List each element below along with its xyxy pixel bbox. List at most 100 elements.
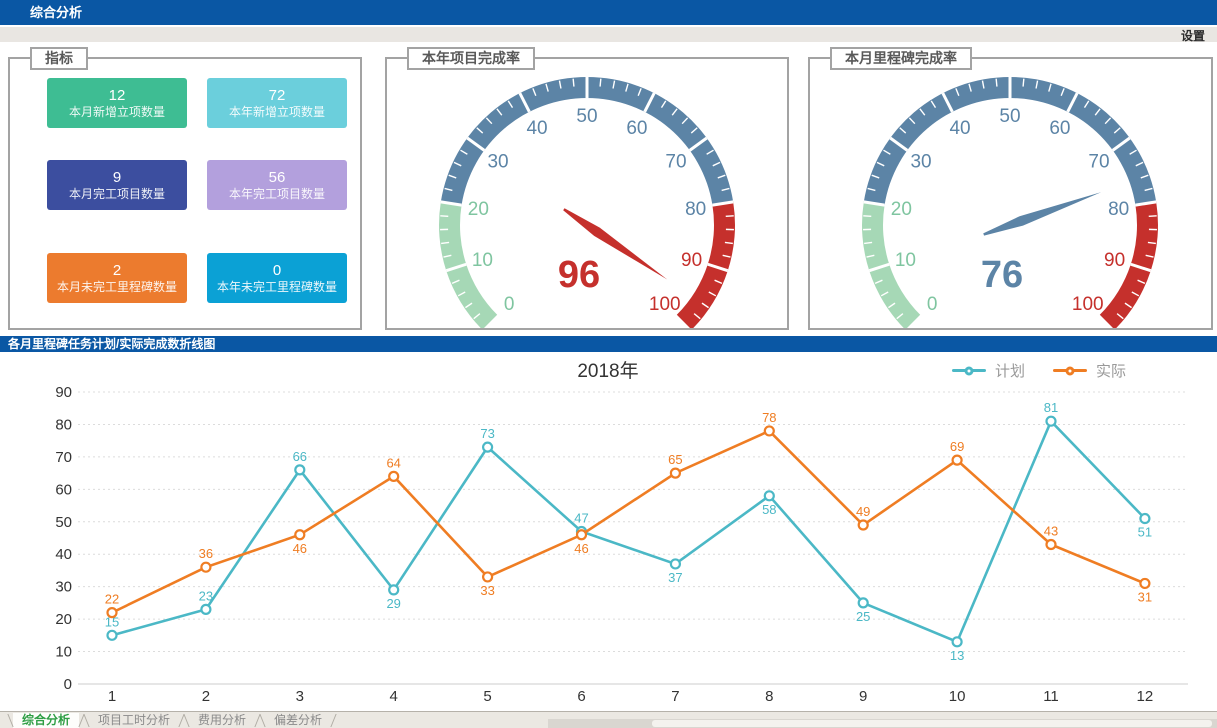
svg-text:13: 13 [950,648,964,663]
kpi-label: 本月新增立项数量 [68,104,165,119]
kpi-value: 56 [268,168,286,186]
legend-item-plan[interactable]: 计划 [952,360,1025,381]
section-bar-title: 各月里程碑任务计划/实际完成数折线图 [8,337,216,351]
svg-text:96: 96 [558,254,600,296]
tab-work-hours[interactable]: 项目工时分析 [98,712,171,727]
svg-text:10: 10 [949,688,966,705]
svg-text:23: 23 [199,588,213,603]
svg-text:30: 30 [910,151,931,172]
tab-separator [331,714,341,727]
section-bar: 各月里程碑任务计划/实际完成数折线图 [0,336,1217,352]
svg-text:22: 22 [105,592,119,607]
svg-text:5: 5 [483,688,491,705]
svg-text:10: 10 [55,644,72,661]
kpi-card-unfinished-milestones-year: 0 本年未完工里程碑数量 [207,253,347,303]
svg-text:46: 46 [293,541,307,556]
gauge-chart-project-completion: 0 10 20 30 40 50 60 70 80 90 100 96 [439,76,735,328]
svg-text:60: 60 [626,118,647,139]
svg-text:6: 6 [577,688,585,705]
tab-cost-analysis[interactable]: 费用分析 [198,712,247,727]
svg-text:60: 60 [1049,118,1070,139]
svg-text:70: 70 [1088,151,1109,172]
svg-text:10: 10 [895,250,916,271]
svg-text:3: 3 [296,688,304,705]
svg-text:0: 0 [64,676,72,693]
app-header: 综合分析 [0,0,1217,25]
gauge-panel-project-completion: 本年项目完成率 0 10 20 30 40 50 60 70 80 90 100 96 [385,47,789,330]
gauge1-panel-title: 本年项目完成率 [407,47,535,70]
svg-text:49: 49 [856,504,870,519]
svg-text:64: 64 [386,455,400,470]
horizontal-scrollbar-thumb[interactable] [652,720,1212,727]
svg-text:43: 43 [1044,523,1058,538]
kpi-card-new-projects-month: 12 本月新增立项数量 [47,78,187,128]
page-title: 综合分析 [30,5,83,20]
svg-text:51: 51 [1138,525,1152,540]
svg-text:70: 70 [55,449,72,466]
legend-dot-icon [1065,366,1075,375]
svg-text:8: 8 [765,688,773,705]
svg-text:90: 90 [681,250,702,271]
svg-text:25: 25 [856,609,870,624]
svg-text:20: 20 [468,199,489,220]
svg-text:80: 80 [1108,199,1129,220]
svg-text:76: 76 [981,254,1023,296]
svg-text:12: 12 [1137,688,1154,705]
svg-text:9: 9 [859,688,867,705]
svg-text:20: 20 [55,611,72,628]
svg-text:20: 20 [891,199,912,220]
settings-strip: 设置 [0,27,1217,43]
svg-text:50: 50 [55,514,72,531]
svg-text:29: 29 [386,596,400,611]
svg-text:47: 47 [574,511,588,526]
svg-text:0: 0 [504,294,515,315]
svg-text:90: 90 [55,384,72,401]
horizontal-scrollbar[interactable] [548,719,1217,728]
svg-text:40: 40 [949,118,970,139]
svg-text:69: 69 [950,439,964,454]
legend-label-plan: 计划 [995,363,1026,380]
kpi-card-finished-projects-month: 9 本月完工项目数量 [47,160,187,210]
svg-text:80: 80 [685,199,706,220]
svg-text:1: 1 [108,688,116,705]
gauge-panel-milestone-completion: 本月里程碑完成率 0 10 20 30 40 50 60 70 80 90 100 76 [808,47,1213,330]
chart-legend: 计划 实际 [952,360,1126,381]
kpi-value: 0 [272,261,282,279]
svg-text:33: 33 [480,583,494,598]
kpi-card-new-projects-year: 72 本年新增立项数量 [207,78,347,128]
tab-overview[interactable]: 综合分析 [13,712,80,728]
kpi-label: 本月未完工里程碑数量 [56,279,177,294]
svg-text:31: 31 [1138,589,1152,604]
svg-text:36: 36 [199,546,213,561]
settings-button[interactable]: 设置 [1180,29,1205,43]
svg-text:15: 15 [105,614,119,629]
svg-text:80: 80 [55,416,72,433]
kpi-label: 本年未完工里程碑数量 [216,279,337,294]
svg-text:0: 0 [927,294,938,315]
svg-text:100: 100 [649,294,681,315]
svg-text:50: 50 [576,106,597,127]
legend-item-actual[interactable]: 实际 [1053,360,1126,381]
kpi-value: 12 [108,86,126,104]
tab-deviation-analysis[interactable]: 偏差分析 [274,712,323,727]
svg-text:10: 10 [472,250,493,271]
kpi-label: 本年新增立项数量 [228,104,325,119]
svg-text:30: 30 [55,579,72,596]
legend-marker-plan [952,366,986,375]
svg-text:11: 11 [1043,688,1059,705]
svg-text:58: 58 [762,502,776,517]
svg-text:37: 37 [668,570,682,585]
svg-text:70: 70 [665,151,686,172]
svg-text:50: 50 [999,106,1020,127]
tab-separator [255,714,265,727]
svg-text:4: 4 [390,688,398,705]
svg-text:60: 60 [55,481,72,498]
kpi-label: 本月完工项目数量 [68,186,165,201]
kpi-value: 9 [112,168,122,186]
tab-separator [179,714,189,727]
gauge-chart-milestone-completion: 0 10 20 30 40 50 60 70 80 90 100 76 [862,76,1158,328]
kpi-value: 2 [112,261,122,279]
tab-separator [3,714,13,727]
